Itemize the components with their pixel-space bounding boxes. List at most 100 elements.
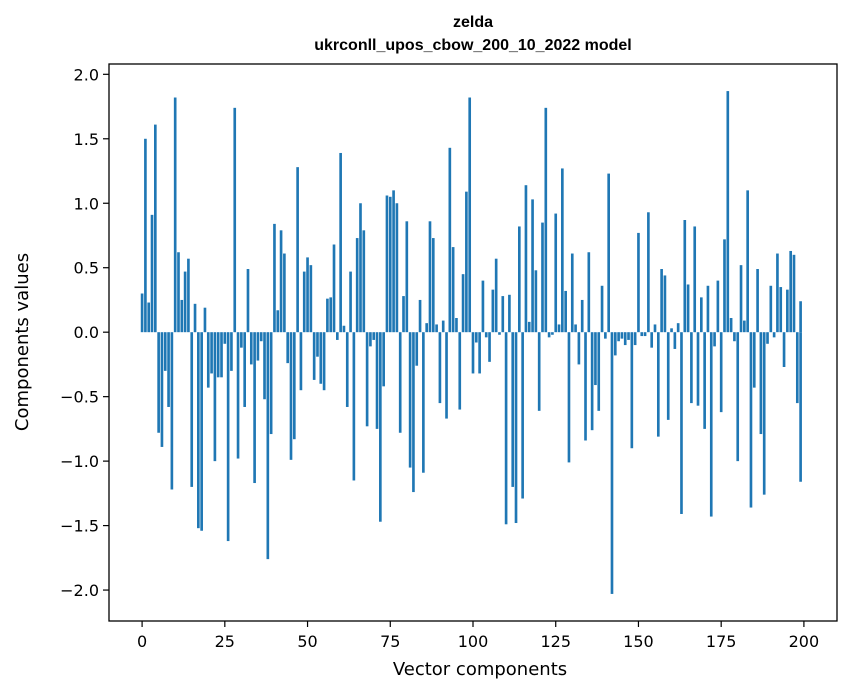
bar	[600, 285, 604, 333]
bar	[458, 332, 462, 410]
bar	[292, 332, 296, 440]
bar	[554, 213, 558, 333]
bar	[610, 332, 614, 594]
bar	[259, 332, 263, 342]
bar	[547, 332, 551, 338]
bar	[193, 303, 197, 333]
bar	[623, 332, 627, 346]
bar	[739, 265, 743, 333]
bar	[729, 318, 733, 333]
bar	[431, 238, 435, 333]
bar	[504, 332, 508, 525]
bar	[309, 265, 313, 333]
bar	[498, 332, 501, 335]
bar	[163, 332, 167, 371]
bar	[422, 332, 425, 473]
bar	[736, 332, 740, 462]
bar	[395, 203, 399, 333]
bar	[574, 324, 577, 333]
bar	[246, 269, 250, 333]
bar	[283, 253, 286, 333]
bar	[676, 323, 680, 333]
bar	[656, 332, 660, 437]
bar	[567, 332, 571, 463]
bar	[345, 332, 349, 407]
bar	[759, 332, 763, 435]
bar	[795, 332, 799, 404]
bar	[484, 332, 488, 338]
bar	[144, 138, 147, 333]
bar	[210, 332, 213, 374]
bar	[355, 238, 359, 333]
x-tick-label: 125	[540, 632, 571, 651]
bar	[696, 332, 700, 406]
bar	[359, 203, 362, 333]
bar	[792, 254, 796, 333]
bar	[769, 285, 773, 333]
bar	[428, 221, 432, 333]
bar	[157, 332, 160, 433]
bar	[723, 239, 726, 333]
bar	[220, 332, 223, 378]
x-tick-label: 200	[789, 632, 820, 651]
bar	[690, 332, 693, 404]
bar	[296, 167, 299, 333]
x-tick-label: 75	[380, 632, 400, 651]
bar	[706, 285, 710, 333]
bar	[534, 270, 538, 333]
bar	[551, 332, 554, 335]
bar	[256, 332, 260, 361]
bar	[206, 332, 210, 388]
chart-title: zelda	[453, 14, 493, 31]
bar	[716, 280, 720, 333]
y-tick-label: 0.5	[74, 259, 99, 278]
bar	[782, 332, 786, 367]
bar	[455, 318, 458, 333]
bar	[518, 226, 521, 333]
bar	[312, 332, 316, 380]
bar	[726, 91, 730, 333]
bar	[379, 332, 382, 522]
bar	[197, 332, 200, 529]
bar	[478, 332, 481, 374]
bar	[508, 294, 511, 333]
bar	[617, 332, 620, 342]
bar	[415, 332, 419, 366]
bar	[402, 296, 405, 333]
bar	[187, 258, 190, 333]
y-tick-label: 2.0	[74, 65, 99, 84]
y-tick-label: −1.5	[60, 517, 99, 536]
bar	[223, 332, 227, 344]
y-axis-label: Components values	[12, 253, 33, 431]
bar	[249, 332, 253, 365]
bar	[752, 332, 756, 388]
bar	[286, 332, 290, 364]
bar	[190, 332, 194, 487]
bar	[180, 299, 184, 333]
bar	[637, 232, 640, 333]
bar	[322, 332, 326, 391]
bar	[544, 107, 548, 333]
bar	[316, 332, 319, 357]
bar	[263, 332, 266, 400]
bar	[216, 332, 220, 378]
bar	[365, 332, 369, 427]
bar	[607, 173, 610, 333]
bar	[703, 332, 706, 429]
bar	[494, 258, 498, 333]
bar	[799, 301, 802, 333]
bar	[392, 190, 395, 333]
bar	[709, 332, 713, 517]
bar	[266, 332, 270, 560]
bar	[230, 332, 233, 371]
y-tick-label: −2.0	[60, 581, 99, 600]
bar	[653, 324, 657, 333]
bar	[269, 332, 273, 435]
bar	[160, 332, 164, 447]
bar	[647, 212, 650, 333]
bar	[369, 332, 372, 347]
bar	[388, 196, 392, 333]
bar	[339, 152, 342, 333]
bar	[471, 332, 475, 374]
bar	[408, 332, 412, 468]
